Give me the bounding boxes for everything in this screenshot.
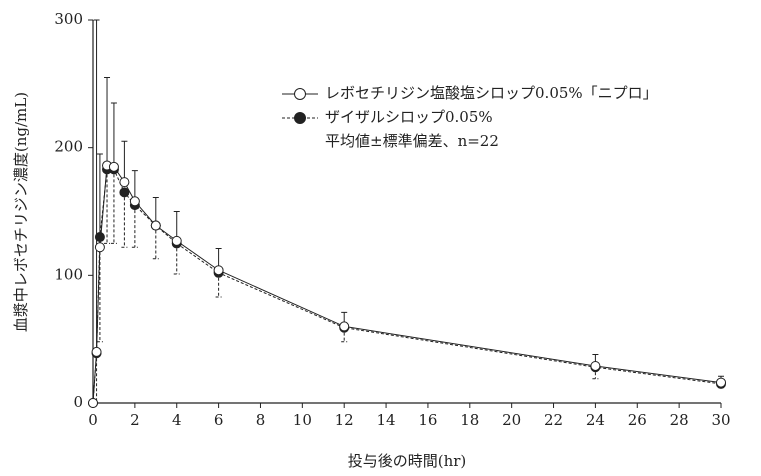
legend-marker	[294, 88, 306, 100]
marker	[213, 265, 224, 276]
error-bar	[152, 225, 159, 260]
marker	[119, 187, 130, 198]
y-tick-label: 100	[54, 265, 83, 283]
marker	[94, 232, 105, 243]
error-bar	[131, 205, 138, 248]
legend-marker	[294, 112, 306, 124]
marker	[94, 242, 105, 253]
marker	[108, 161, 119, 172]
x-tick-label: 10	[293, 411, 312, 429]
series-line	[92, 168, 722, 404]
error-bar	[110, 102, 117, 167]
x-tick-label: 26	[628, 411, 647, 429]
legend-label: ザイザルシロップ0.05%	[325, 108, 493, 126]
x-tick-label: 20	[502, 411, 521, 429]
error-bar	[215, 272, 222, 298]
x-axis-label: 投与後の時間(hr)	[348, 452, 467, 470]
x-tick-label: 14	[377, 411, 396, 429]
marker	[339, 321, 350, 332]
x-tick-label: 30	[711, 411, 730, 429]
series-line	[92, 164, 722, 404]
error-bar	[131, 170, 138, 202]
marker	[171, 235, 182, 246]
x-tick-label: 0	[88, 411, 98, 429]
y-tick-label: 300	[54, 10, 83, 28]
x-tick-label: 12	[335, 411, 354, 429]
x-tick-label: 28	[670, 411, 689, 429]
legend-note: 平均値±標準偏差、n=22	[325, 132, 499, 150]
x-tick-label: 8	[256, 411, 266, 429]
error-bar	[104, 76, 111, 166]
x-tick-label: 6	[214, 411, 224, 429]
y-tick-label: 0	[73, 393, 83, 411]
error-bar	[96, 237, 103, 343]
x-tick-label: 18	[460, 411, 479, 429]
error-bar	[93, 19, 100, 352]
x-tick-label: 24	[586, 411, 605, 429]
marker	[88, 398, 98, 408]
error-bar	[110, 169, 117, 244]
error-bar	[96, 153, 103, 248]
marker	[590, 360, 601, 371]
marker	[91, 346, 102, 357]
x-tick-label: 22	[544, 411, 563, 429]
x-tick-label: 4	[172, 411, 182, 429]
y-tick-label: 200	[54, 138, 83, 156]
marker	[119, 177, 130, 188]
error-bar	[104, 169, 111, 244]
x-tick-label: 16	[418, 411, 437, 429]
x-tick-label: 2	[130, 411, 140, 429]
error-bar	[173, 243, 180, 275]
y-axis-label: 血漿中レボセチリジン濃度(ng/mL)	[12, 92, 30, 332]
error-bar	[121, 140, 128, 183]
marker	[129, 196, 140, 207]
marker	[716, 377, 726, 388]
error-bar	[121, 192, 128, 248]
marker	[150, 220, 161, 231]
legend-label: レボセチリジン塩酸塩シロップ0.05%「ニプロ」	[325, 84, 658, 102]
